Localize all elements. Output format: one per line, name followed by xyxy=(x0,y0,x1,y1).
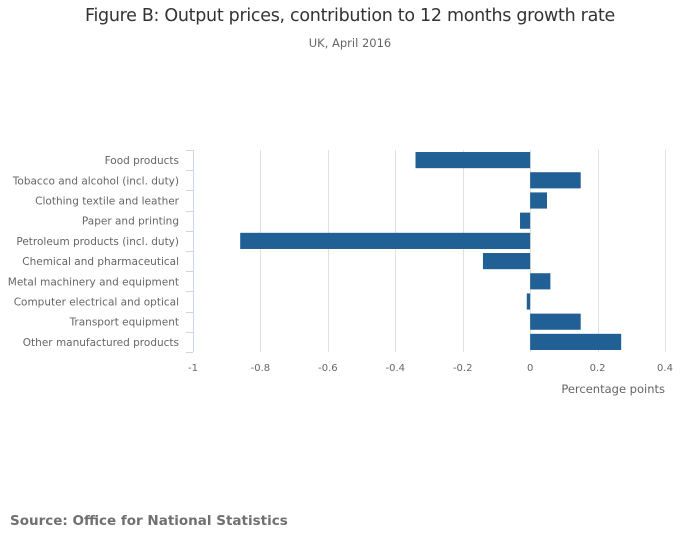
category-label: Tobacco and alcohol (incl. duty) xyxy=(12,175,179,187)
x-tick-label: -0.4 xyxy=(386,363,406,374)
x-tick-label: -0.6 xyxy=(318,363,338,374)
category-label: Food products xyxy=(105,155,179,167)
category-labels: Food products Tobacco and alcohol (incl. … xyxy=(8,155,180,349)
category-label: Other manufactured products xyxy=(23,337,179,349)
category-label: Metal machinery and equipment xyxy=(8,276,179,288)
category-label: Petroleum products (incl. duty) xyxy=(16,236,179,248)
category-label: Clothing textile and leather xyxy=(35,196,180,208)
gridlines xyxy=(260,150,666,352)
x-tick-label: -0.8 xyxy=(251,363,271,374)
x-axis-title: Percentage points xyxy=(561,382,665,396)
bars xyxy=(240,152,622,350)
bar xyxy=(530,192,547,209)
bar xyxy=(530,172,581,189)
bar xyxy=(530,273,551,290)
x-tick-label: 0 xyxy=(527,363,533,374)
bar xyxy=(415,152,531,169)
bar xyxy=(530,333,622,350)
bar xyxy=(526,293,531,310)
x-tick-label: 0.4 xyxy=(657,363,673,374)
x-tick-label: 0.2 xyxy=(590,363,606,374)
x-tick-label: -0.2 xyxy=(453,363,473,374)
bar xyxy=(530,313,581,330)
x-tick-labels: -1 -0.8 -0.6 -0.4 -0.2 0 0.2 0.4 xyxy=(188,363,673,374)
category-label: Computer electrical and optical xyxy=(14,297,179,309)
source-note: Source: Office for National Statistics xyxy=(10,513,288,529)
chart-subtitle: UK, April 2016 xyxy=(308,36,392,50)
bar xyxy=(482,253,531,270)
bar xyxy=(520,212,531,229)
chart-title: Figure B: Output prices, contribution to… xyxy=(84,6,616,26)
category-label: Transport equipment xyxy=(69,317,179,329)
x-tick-label: -1 xyxy=(188,363,198,374)
category-label: Paper and printing xyxy=(82,216,179,228)
category-label: Chemical and pharmaceutical xyxy=(22,256,179,268)
bar xyxy=(240,232,531,249)
y-axis xyxy=(186,150,194,353)
